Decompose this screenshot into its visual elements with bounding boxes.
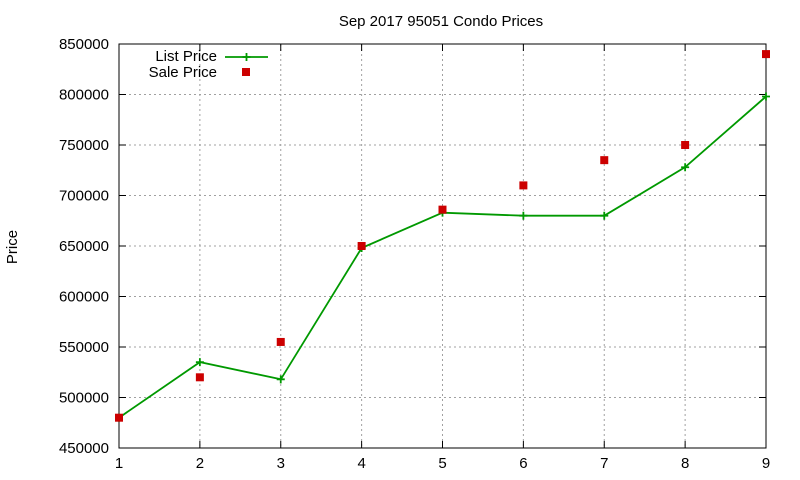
y-tick-label: 650000 [59, 238, 109, 255]
x-tick-label: 6 [519, 455, 527, 472]
legend-list-price-marker [242, 53, 251, 61]
y-tick-label: 850000 [59, 36, 109, 53]
series-sale-price [115, 50, 770, 422]
sale-price-point [681, 141, 690, 149]
y-axis-label: Price [4, 230, 21, 264]
y-tick-label: 450000 [59, 440, 109, 457]
legend: List Price Sale Price [149, 48, 268, 81]
list-price-point [519, 211, 528, 220]
x-tick-label: 7 [600, 455, 608, 472]
x-tick-label: 1 [115, 455, 123, 472]
x-tick-label: 3 [277, 455, 285, 472]
y-tick-label: 700000 [59, 188, 109, 205]
y-tick-label: 500000 [59, 390, 109, 407]
tick-labels: 450000 500000 550000 600000 650000 700000 7500… [59, 36, 770, 472]
x-tick-label: 8 [681, 455, 689, 472]
sale-price-point [115, 413, 123, 422]
list-price-point [681, 163, 690, 172]
sale-price-point [357, 242, 366, 250]
x-tick-label: 4 [357, 455, 365, 472]
x-tick-label: 2 [196, 455, 204, 472]
legend-sale-price-marker [242, 68, 250, 76]
y-tick-label: 800000 [59, 87, 109, 104]
list-price-point [600, 211, 609, 220]
sale-price-point [195, 373, 204, 382]
list-price-point [762, 92, 770, 101]
legend-label-list-price: List Price [155, 48, 217, 65]
sale-price-point [438, 205, 447, 214]
gridlines [119, 44, 766, 448]
sale-price-point [519, 181, 528, 190]
chart-title: Sep 2017 95051 Condo Prices [339, 13, 543, 30]
list-price-point [195, 358, 204, 367]
sale-price-point [762, 50, 770, 59]
y-tick-label: 550000 [59, 339, 109, 356]
sale-price-point [276, 337, 285, 346]
y-tick-label: 600000 [59, 289, 109, 306]
list-price-point [276, 375, 285, 384]
series-list-price [115, 92, 770, 422]
x-tick-label: 9 [762, 455, 770, 472]
plot-border [118, 43, 767, 449]
y-tick-label: 750000 [59, 137, 109, 154]
legend-label-sale-price: Sale Price [149, 64, 217, 81]
x-tick-label: 5 [438, 455, 446, 472]
sale-price-point [600, 156, 609, 165]
